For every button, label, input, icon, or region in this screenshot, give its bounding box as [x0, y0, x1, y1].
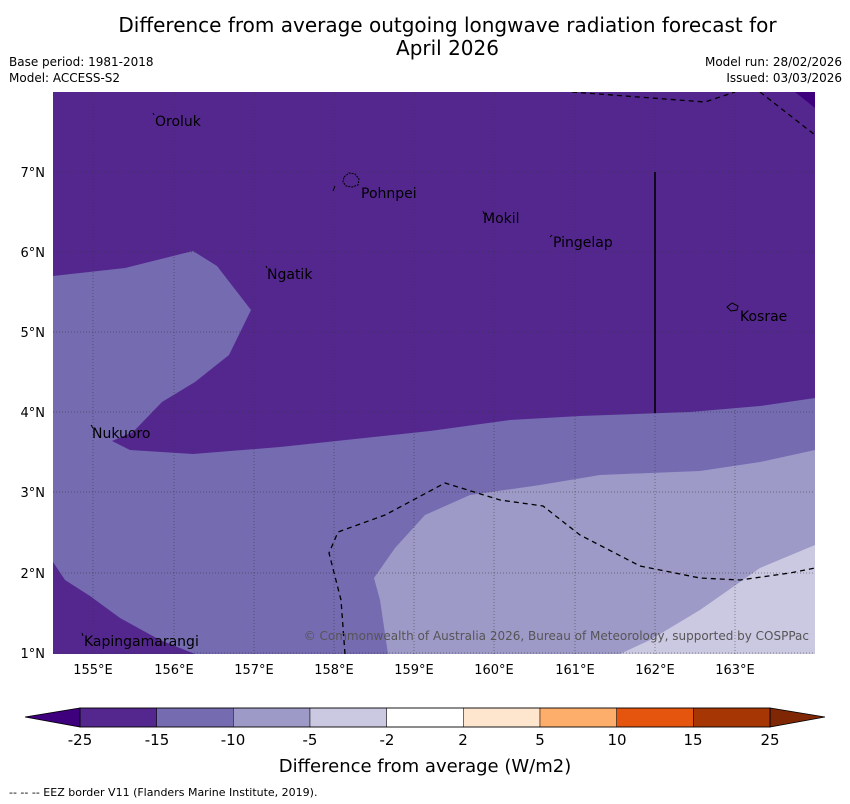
lon-label: 158°E	[314, 663, 354, 678]
longitude-labels: 155°E 156°E 157°E 158°E 159°E 160°E 161°…	[73, 663, 755, 678]
label-kosrae: Kosrae	[740, 309, 787, 325]
anomaly-band-minus5-minus2	[620, 545, 815, 654]
lon-label: 156°E	[154, 663, 194, 678]
title-line-2: April 2026	[396, 36, 499, 60]
label-kapingamarangi: Kapingamarangi	[84, 634, 199, 650]
island-pingelap	[549, 234, 553, 238]
map-title: Difference from average outgoing longwav…	[0, 14, 850, 60]
lat-label: 3°N	[21, 486, 46, 501]
colorbar-segment	[386, 707, 464, 728]
island-kosrae	[726, 302, 739, 312]
colorbar-segment	[539, 707, 617, 728]
anomaly-band-minus10-minus5	[374, 450, 815, 654]
lon-label: 160°E	[474, 663, 514, 678]
eez-border	[328, 92, 815, 654]
colorbar-tick: 5	[535, 731, 545, 749]
lon-label: 157°E	[234, 663, 274, 678]
label-pohnpei: Pohnpei	[361, 186, 417, 202]
colorbar-tick: -25	[68, 731, 93, 749]
colorbar-frame	[79, 707, 771, 728]
lat-label: 6°N	[21, 246, 46, 261]
label-oroluk: Oroluk	[155, 114, 202, 130]
lat-label: 7°N	[21, 166, 46, 181]
lon-label: 162°E	[635, 663, 675, 678]
island-oroluk	[152, 112, 155, 116]
colorbar-segment	[309, 707, 387, 728]
copyright-text: © Commonwealth of Australia 2026, Bureau…	[304, 629, 809, 643]
colorbar-tick: 2	[458, 731, 468, 749]
lon-label: 159°E	[394, 663, 434, 678]
colorbar-segment	[79, 707, 157, 728]
title-line-1: Difference from average outgoing longwav…	[118, 13, 777, 37]
islands	[81, 112, 739, 637]
island-mokil	[482, 210, 485, 215]
colorbar-segment	[463, 707, 541, 728]
colorbar-segment	[616, 707, 694, 728]
colorbar-tick: 25	[760, 731, 779, 749]
island-kapingamarangi	[81, 632, 84, 637]
colorbar-segment	[233, 707, 311, 728]
lon-label: 161°E	[555, 663, 595, 678]
model-name: Model: ACCESS-S2	[9, 71, 121, 85]
label-nukuoro: Nukuoro	[92, 426, 150, 442]
colorbar-tick: -5	[303, 731, 318, 749]
colorbar-tick: -2	[380, 731, 395, 749]
label-mokil: Mokil	[483, 211, 520, 227]
island-nukuoro	[90, 424, 94, 429]
lat-label: 2°N	[21, 567, 46, 582]
label-pingelap: Pingelap	[553, 235, 613, 251]
meta-right: Model run: 28/02/2026 Issued: 03/03/2026	[705, 54, 842, 86]
colorbar-segments	[79, 707, 771, 728]
colorbar-ticks: -25 -15 -10 -5 -2 2 5 10 15 25	[68, 731, 780, 749]
island-ant-atoll	[332, 185, 336, 192]
colorbar-tick: 10	[607, 731, 626, 749]
lat-label: 5°N	[21, 326, 46, 341]
latitude-labels: 7°N 6°N 5°N 4°N 3°N 2°N 1°N	[21, 166, 46, 662]
colorbar-segment	[693, 707, 771, 728]
label-ngatik: Ngatik	[267, 267, 313, 283]
anomaly-band-below-minus25	[795, 92, 815, 108]
model-run: Model run: 28/02/2026	[704, 55, 842, 69]
colorbar-label: Difference from average (W/m2)	[279, 756, 571, 777]
lon-label: 155°E	[73, 663, 113, 678]
colorbar-tick: -10	[221, 731, 246, 749]
lon-label: 163°E	[715, 663, 755, 678]
island-pohnpei	[342, 172, 360, 188]
lat-label: 1°N	[21, 647, 46, 662]
colorbar-tick: -15	[145, 731, 170, 749]
colorbar-segment	[156, 707, 234, 728]
meta-left: Base period: 1981-2018 Model: ACCESS-S2	[9, 54, 154, 86]
colorbar-extend-high	[769, 707, 826, 728]
colorbar-tick: 15	[683, 731, 702, 749]
lat-label: 4°N	[21, 406, 46, 421]
island-ngatik	[265, 265, 268, 269]
colorbar: -25 -15 -10 -5 -2 2 5 10 15 25 Differenc…	[24, 707, 826, 777]
map-area: Oroluk Pohnpei Mokil Pingelap Ngatik Kos…	[53, 92, 815, 654]
issued-date: Issued: 03/03/2026	[726, 71, 842, 85]
colorbar-extend-low	[24, 707, 81, 728]
base-period: Base period: 1981-2018	[9, 55, 154, 69]
footer-note: -- -- -- EEZ border V11 (Flanders Marine…	[9, 786, 318, 799]
